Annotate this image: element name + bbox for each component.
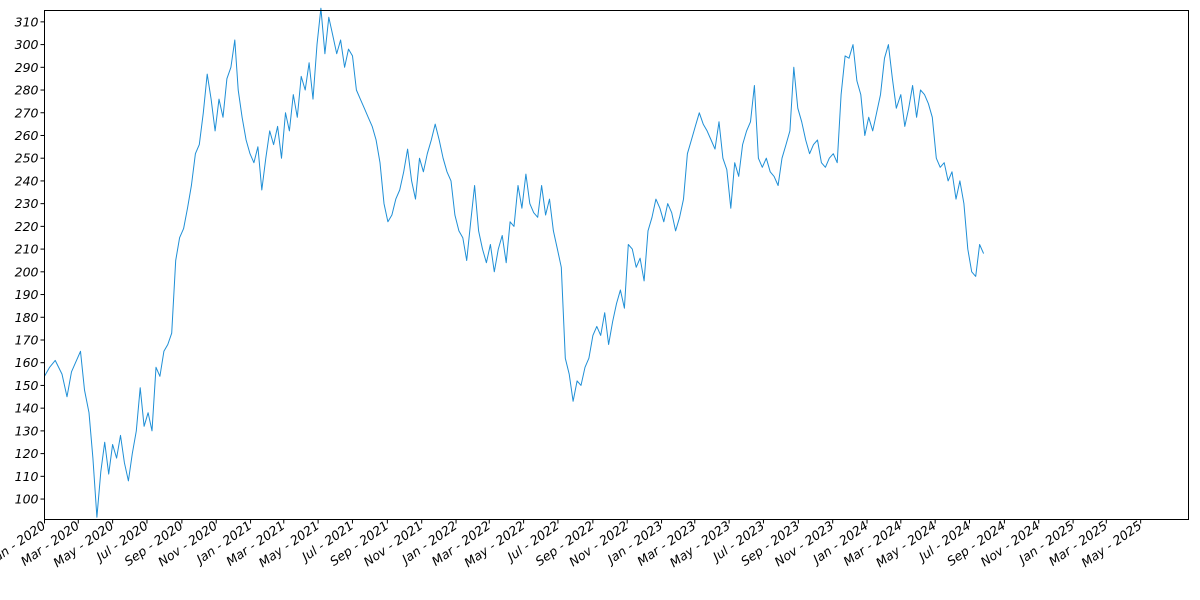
y-tick-label: 210 bbox=[15, 242, 39, 257]
y-tick-label: 310 bbox=[15, 14, 39, 29]
y-tick-label: 290 bbox=[15, 60, 39, 75]
y-tick-label: 140 bbox=[15, 401, 39, 416]
y-tick-label: 170 bbox=[15, 332, 39, 347]
series-layer bbox=[44, 7, 985, 518]
y-tick-label: 120 bbox=[15, 446, 39, 461]
y-tick-label: 220 bbox=[15, 219, 39, 234]
y-tick-label: 250 bbox=[15, 151, 39, 166]
y-tick-label: 110 bbox=[15, 469, 39, 484]
y-tick-label: 230 bbox=[15, 196, 39, 211]
plot-frame bbox=[44, 10, 1189, 520]
y-tick-label: 280 bbox=[15, 83, 39, 98]
y-tick-label: 130 bbox=[15, 423, 39, 438]
y-axis: 100 110 120 130 140 150 160 170 180 190 200 210 220 2… bbox=[15, 14, 45, 507]
y-tick-label: 150 bbox=[15, 378, 39, 393]
y-tick-label: 300 bbox=[15, 37, 39, 52]
price-series-line bbox=[44, 7, 985, 518]
y-tick-label: 160 bbox=[15, 355, 39, 370]
y-tick-label: 260 bbox=[15, 128, 39, 143]
y-tick-label: 100 bbox=[15, 492, 39, 507]
y-tick-label: 180 bbox=[15, 310, 39, 325]
y-tick-label: 190 bbox=[15, 287, 39, 302]
y-tick-label: 200 bbox=[15, 264, 39, 279]
y-tick-label: 270 bbox=[15, 105, 39, 120]
y-tick-label: 240 bbox=[15, 173, 39, 188]
